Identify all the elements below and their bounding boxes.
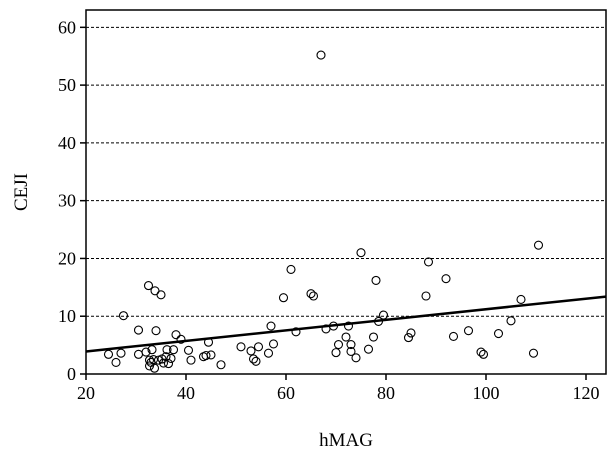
y-tick-label: 40 xyxy=(58,133,76,153)
data-point xyxy=(278,293,289,303)
data-point xyxy=(133,325,144,335)
data-point xyxy=(333,339,344,350)
data-point xyxy=(166,353,176,363)
data-point xyxy=(516,294,526,305)
data-point xyxy=(368,332,379,342)
data-point xyxy=(331,348,341,358)
data-point xyxy=(158,358,169,368)
data-point xyxy=(476,347,486,357)
data-point xyxy=(150,286,160,296)
y-tick-label: 20 xyxy=(58,248,76,268)
data-point xyxy=(341,332,351,342)
regression-line xyxy=(85,295,607,353)
data-point xyxy=(373,316,384,326)
data-point xyxy=(203,337,214,347)
data-point xyxy=(171,330,181,340)
data-point xyxy=(306,289,316,299)
data-point xyxy=(253,342,264,352)
data-point xyxy=(186,355,196,365)
data-point xyxy=(448,331,459,341)
data-point xyxy=(351,353,361,363)
data-point xyxy=(371,275,381,285)
data-point xyxy=(141,347,151,357)
x-tick-label: 80 xyxy=(377,383,395,403)
data-point xyxy=(291,327,301,337)
axes xyxy=(80,9,607,380)
data-point xyxy=(441,274,451,284)
data-point xyxy=(493,329,504,339)
data-point xyxy=(183,345,194,355)
data-point xyxy=(346,339,356,350)
data-point xyxy=(216,360,226,370)
y-tick-label: 50 xyxy=(58,75,76,95)
data-point xyxy=(251,356,261,366)
data-point xyxy=(176,334,186,344)
x-axis-title: hMAG xyxy=(319,430,373,451)
data-point xyxy=(378,310,389,320)
data-point xyxy=(268,339,279,349)
gridlines xyxy=(86,26,606,317)
y-tick-label: 30 xyxy=(58,191,76,211)
data-point xyxy=(266,321,276,331)
x-tick-label: 20 xyxy=(77,383,95,403)
data-point xyxy=(246,346,256,356)
data-point xyxy=(143,281,154,291)
data-point xyxy=(533,240,544,250)
data-point xyxy=(406,328,416,338)
data-point xyxy=(201,350,211,361)
x-tick-label: 40 xyxy=(177,383,195,403)
data-point xyxy=(118,311,129,321)
data-point xyxy=(248,354,259,364)
data-point xyxy=(162,345,172,355)
data-point xyxy=(103,349,114,359)
y-tick-label: 0 xyxy=(67,364,76,384)
data-point xyxy=(156,290,166,300)
data-point xyxy=(328,321,339,331)
data-point xyxy=(363,344,374,354)
regression-line-group xyxy=(85,295,607,353)
data-point xyxy=(144,355,155,365)
data-point xyxy=(528,348,539,358)
data-point xyxy=(133,349,144,359)
data-point xyxy=(478,349,489,359)
data-point xyxy=(151,326,161,336)
data-point xyxy=(403,333,414,343)
data-point xyxy=(206,350,216,360)
data-points xyxy=(103,50,544,373)
data-point xyxy=(423,257,434,267)
data-point xyxy=(168,345,179,355)
x-tick-label: 100 xyxy=(473,383,500,403)
data-point xyxy=(286,264,296,274)
data-point xyxy=(263,348,274,358)
data-point xyxy=(111,357,121,367)
y-tick-label: 60 xyxy=(58,17,76,37)
data-point xyxy=(308,291,319,301)
data-point xyxy=(236,342,246,352)
data-point xyxy=(149,363,160,373)
data-point xyxy=(343,321,354,331)
data-point xyxy=(421,291,431,301)
y-axis-title: CEJI xyxy=(11,173,32,211)
x-tick-label: 60 xyxy=(277,383,295,403)
data-point xyxy=(163,359,174,369)
x-tick-label: 120 xyxy=(573,383,600,403)
data-point xyxy=(316,50,326,60)
tick-labels: 0 10 20 30 40 50 60 20 40 60 80 100 120 xyxy=(58,17,600,403)
data-point xyxy=(346,346,356,357)
data-point xyxy=(506,316,516,326)
data-point xyxy=(147,345,157,355)
y-tick-label: 10 xyxy=(58,306,76,326)
data-point xyxy=(116,348,126,358)
plot-frame xyxy=(85,9,607,375)
data-point xyxy=(356,248,366,258)
data-point xyxy=(463,326,474,336)
